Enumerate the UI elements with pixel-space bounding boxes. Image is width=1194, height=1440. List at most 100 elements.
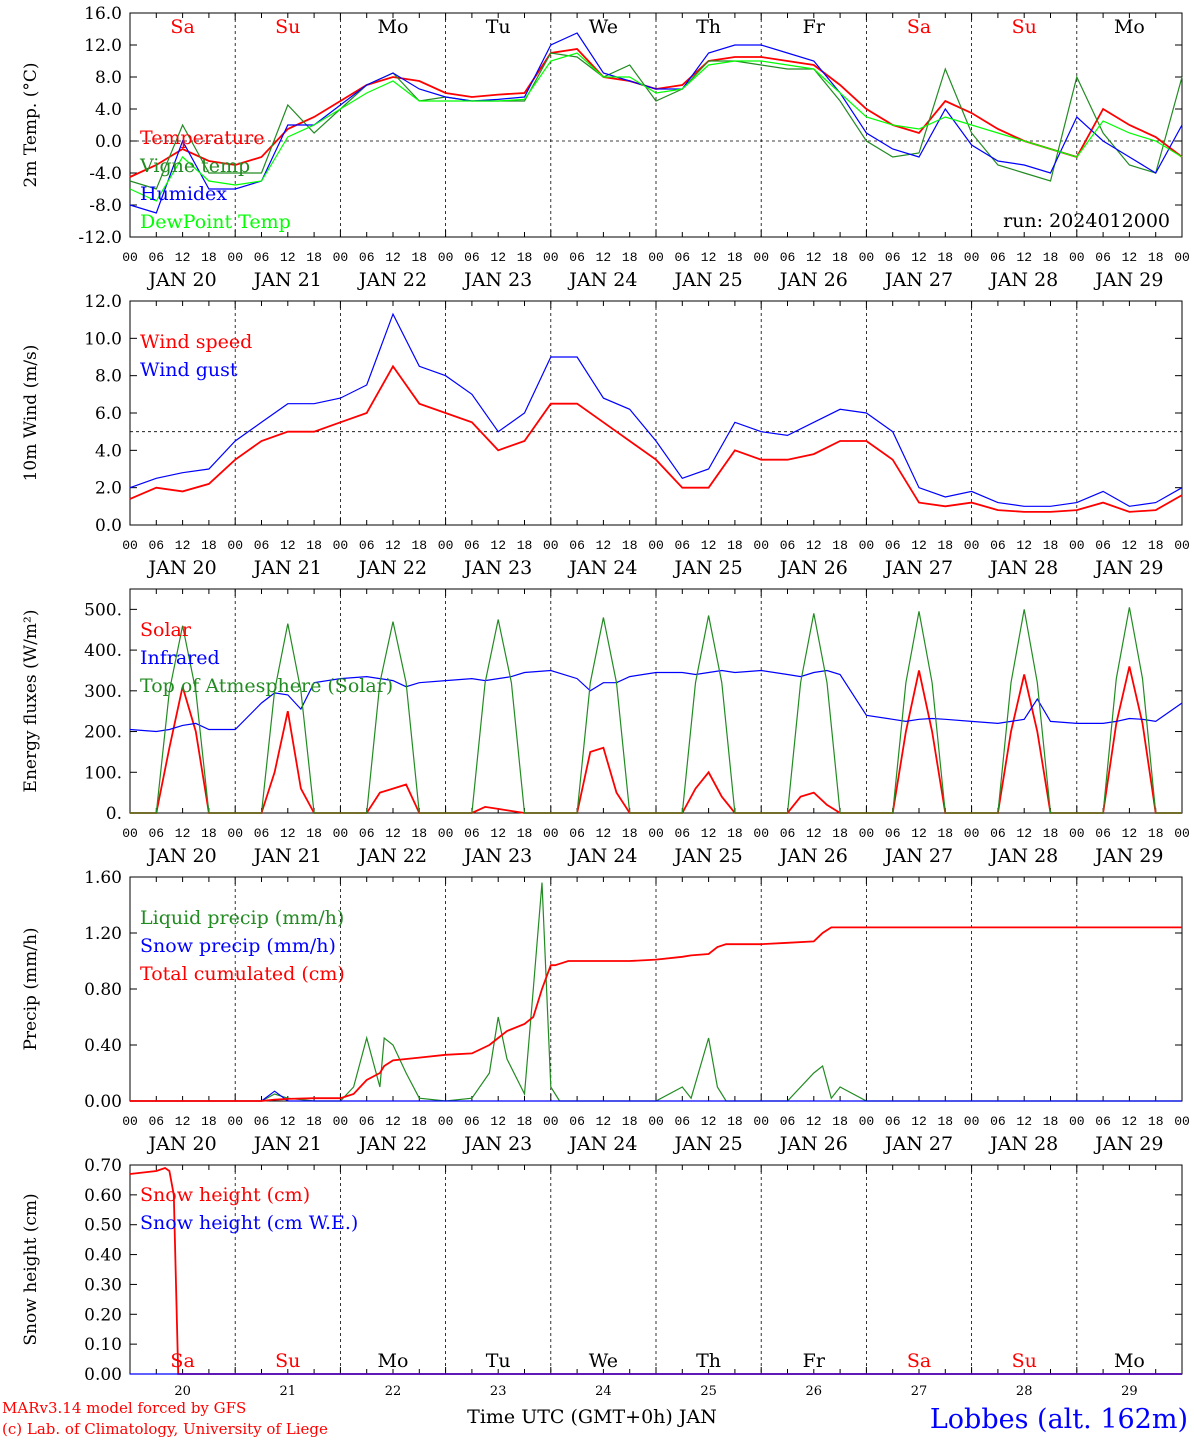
date-label: JAN 25 (673, 1133, 743, 1155)
hour-tick-label: 06 (990, 538, 1006, 553)
hour-tick-label: 06 (990, 826, 1006, 841)
panel-2: 12.0 10.0 8.0 6.0 4.0 2.0 0.0 10m Wind (m/s) 00 0… (21, 292, 1190, 579)
hour-tick-label: 12 (175, 1114, 191, 1129)
hour-tick-label: 00 (1174, 250, 1190, 265)
series-line-wind-speed (129, 364, 1183, 513)
hour-tick-label: 00 (227, 826, 243, 841)
y-tick-label: 0.60 (84, 1186, 122, 1206)
hour-tick-label: 12 (1122, 1114, 1138, 1129)
lab-credit: (c) Lab. of Climatology, University of L… (2, 1420, 328, 1438)
hour-tick-label: 00 (753, 826, 769, 841)
date-label: JAN 25 (673, 557, 743, 579)
panel-frame (129, 588, 1183, 814)
hour-tick-label: 12 (1016, 1114, 1032, 1129)
y-tick-label: 1.60 (84, 868, 122, 888)
weekday-label: Mo (1114, 16, 1145, 38)
hour-tick-label: 12 (280, 250, 296, 265)
hour-tick-label: 12 (175, 250, 191, 265)
hour-tick-label: 18 (832, 538, 848, 553)
hour-tick-label: 06 (569, 826, 585, 841)
hour-tick-label: 12 (596, 826, 612, 841)
y-tick-label: 8.0 (95, 367, 122, 387)
y-tick-label: 0.70 (84, 1156, 122, 1176)
weekday-label: Th (696, 1350, 721, 1372)
hour-tick-label: 06 (464, 826, 480, 841)
legend-entry: Vigne temp (139, 155, 250, 177)
y-tick-label: 6.0 (95, 404, 122, 424)
date-label: JAN 21 (252, 1133, 322, 1155)
hour-tick-label: 06 (569, 250, 585, 265)
hour-tick-label: 00 (438, 250, 454, 265)
hour-tick-label: 18 (201, 250, 217, 265)
hour-tick-label: 00 (543, 538, 559, 553)
hour-tick-label: 18 (937, 826, 953, 841)
y-tick-label: -8.0 (89, 196, 122, 216)
hour-tick-label: 12 (701, 538, 717, 553)
legend-entry: Humidex (140, 183, 227, 205)
weekday-label: Tu (486, 16, 511, 38)
hour-tick-label: 00 (227, 538, 243, 553)
date-label: JAN 20 (147, 557, 217, 579)
date-label: JAN 21 (252, 557, 322, 579)
hour-tick-label: 18 (411, 250, 427, 265)
date-label: JAN 21 (252, 269, 322, 291)
weekday-label: Mo (378, 16, 409, 38)
x-axis-label: Time UTC (GMT+0h) JAN (467, 1406, 717, 1428)
hour-tick-label: 12 (490, 538, 506, 553)
series-line-snow-precip-mm-h- (130, 1090, 1182, 1102)
day-number-label: 29 (1121, 1384, 1138, 1399)
hour-tick-label: 00 (227, 250, 243, 265)
hour-tick-label: 00 (753, 1114, 769, 1129)
series-line-vigne-temp (129, 52, 1183, 190)
y-tick-label: 0.40 (84, 1036, 122, 1056)
hour-tick-label: 18 (306, 250, 322, 265)
date-label: JAN 29 (1093, 1133, 1163, 1155)
weekday-label: Sa (907, 16, 931, 38)
day-number-label: 25 (700, 1384, 717, 1399)
hour-tick-label: 06 (674, 1114, 690, 1129)
day-number-label: 22 (385, 1384, 402, 1399)
hour-tick-label: 18 (727, 538, 743, 553)
hour-tick-label: 00 (964, 538, 980, 553)
hour-tick-label: 00 (648, 250, 664, 265)
hour-tick-label: 00 (227, 1114, 243, 1129)
hour-tick-label: 00 (438, 538, 454, 553)
hour-tick-label: 06 (254, 1114, 270, 1129)
hour-tick-label: 06 (1095, 1114, 1111, 1129)
date-label: JAN 20 (147, 269, 217, 291)
weekday-label: Tu (486, 1350, 511, 1372)
hour-tick-label: 00 (859, 826, 875, 841)
date-label: JAN 20 (147, 1133, 217, 1155)
hour-tick-label: 00 (122, 538, 138, 553)
hour-tick-label: 06 (359, 538, 375, 553)
date-label: JAN 23 (462, 1133, 532, 1155)
weekday-label: Fr (803, 1350, 826, 1372)
hour-tick-label: 06 (1095, 826, 1111, 841)
date-label: JAN 25 (673, 269, 743, 291)
hour-tick-label: 12 (490, 1114, 506, 1129)
hour-tick-label: 00 (753, 538, 769, 553)
hour-tick-label: 12 (596, 538, 612, 553)
hour-tick-label: 06 (674, 538, 690, 553)
hour-tick-label: 06 (254, 538, 270, 553)
hour-tick-label: 12 (1016, 538, 1032, 553)
hour-tick-label: 00 (648, 538, 664, 553)
y-tick-label: 0.0 (95, 516, 122, 536)
y-axis-label: Energy fluxes (W/m²) (21, 610, 41, 793)
hour-tick-label: 00 (1069, 250, 1085, 265)
hour-tick-label: 12 (1122, 250, 1138, 265)
hour-tick-label: 18 (411, 1114, 427, 1129)
hour-tick-label: 12 (806, 250, 822, 265)
hour-tick-label: 06 (1095, 250, 1111, 265)
y-tick-label: 1.20 (84, 924, 122, 944)
series-line-top-of-atmesphere-solar- (130, 607, 1182, 814)
hour-tick-label: 12 (701, 826, 717, 841)
hour-tick-label: 00 (1174, 538, 1190, 553)
hour-tick-label: 12 (1122, 538, 1138, 553)
hour-tick-label: 06 (780, 826, 796, 841)
date-label: JAN 21 (252, 845, 322, 867)
y-tick-label: 0.10 (84, 1335, 122, 1355)
hour-tick-label: 06 (885, 1114, 901, 1129)
y-tick-label: 0.40 (84, 1246, 122, 1266)
